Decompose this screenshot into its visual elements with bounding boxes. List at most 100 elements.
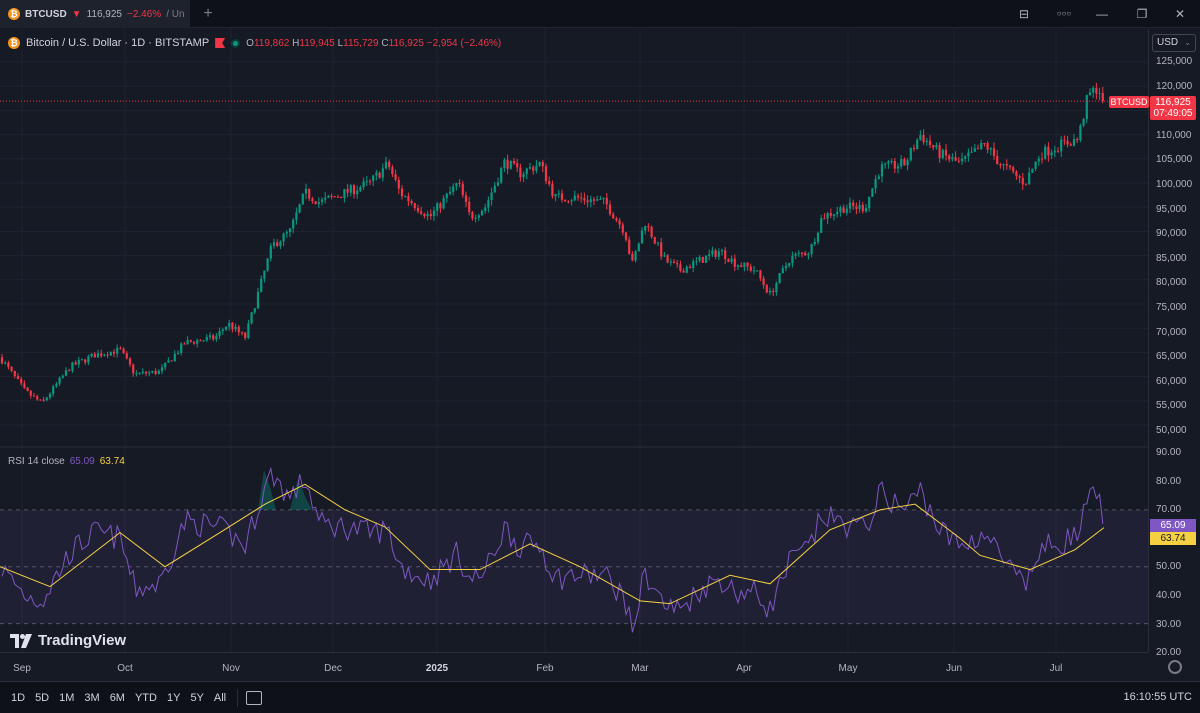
rsi-ma-value: 63.74 [99,456,125,467]
candle-body [1047,146,1050,156]
candle-body [468,201,471,213]
candle-body [516,163,519,168]
tradingview-logo[interactable]: TradingView [10,632,126,649]
candle-body [48,393,52,398]
candle-body [832,214,836,216]
candle-body [0,357,4,364]
candle-body [669,261,672,263]
currency-select[interactable]: USD ⌄ [1152,34,1196,52]
candle-body [509,160,512,169]
candle-body [426,213,429,217]
maximize-button[interactable]: ❐ [1136,7,1148,21]
candle-body [1098,93,1101,95]
candle-body [602,197,605,199]
candle-body [538,162,541,166]
candle-body [343,189,346,199]
gear-icon[interactable] [1168,660,1182,674]
candle-body [752,270,756,272]
candle-body [180,343,183,353]
candle-body [333,196,336,198]
range-button[interactable]: YTD [134,691,157,704]
candle-body [356,190,359,195]
candle-body [554,194,557,197]
candle-body [1076,139,1079,141]
flag-icon[interactable] [215,38,226,48]
candle-body [868,196,871,209]
candle-body [32,395,36,397]
candle-body [964,156,967,159]
candle-body [1082,119,1085,126]
range-button[interactable]: 1M [59,691,75,704]
range-button[interactable]: 3M [84,691,100,704]
candle-body [666,255,669,263]
price-tick-label: 50,000 [1156,425,1187,436]
range-button[interactable]: 5Y [190,691,204,704]
candle-body [493,185,496,193]
candle-body [122,348,125,354]
candle-body [432,210,436,216]
candle-body [87,356,90,363]
price-axis[interactable] [1148,29,1200,652]
rsi-overbought-fill [258,470,276,510]
candle-body [698,257,701,261]
candle-body [112,351,116,354]
candle-body [375,172,378,176]
new-tab-button[interactable]: + [203,5,213,22]
candle-body [250,312,253,324]
layout-icon[interactable]: ⊟ [1018,7,1030,21]
range-button[interactable]: 1Y [166,691,181,704]
market-status-icon [231,38,241,48]
more-icon[interactable]: ○○○ [1056,9,1072,18]
rsi-legend[interactable]: RSI 14 close 65.09 63.74 [8,456,125,467]
candle-body [893,160,896,169]
candle-body [413,203,416,209]
time-axis[interactable]: Sep Oct Nov Dec 2025 Feb Mar Apr May Jun Jul [0,652,1148,680]
candle-body [304,188,308,194]
candle-body [144,371,148,374]
candle-body [461,183,464,196]
candle-body [1021,177,1024,185]
minimize-button[interactable]: — [1096,7,1108,21]
rsi-line [1,466,1104,633]
candle-body [164,362,167,368]
candle-body [724,250,727,260]
range-button[interactable]: 5D [35,691,50,704]
symbol-title[interactable]: Bitcoin / U.S. Dollar · 1D · BITSTAMP [26,37,210,49]
candle-body [320,199,324,202]
open-value: 119,862 [253,37,290,49]
candle-body [621,224,624,233]
candle-body [109,351,112,356]
range-button[interactable]: 1D [11,691,26,704]
candle-body [685,266,688,273]
candle-body [506,159,509,169]
candle-body [205,337,208,341]
candle-body [916,139,919,149]
close-button[interactable]: ✕ [1174,7,1186,21]
time-tick-label: Jun [945,663,963,674]
candle-body [20,378,23,384]
candle-body [535,165,538,171]
candle-body [880,164,884,177]
candle-body [407,196,410,202]
chart-tab[interactable]: ₿ BTCUSD ▼ 116,925 −2.46% / Un [0,0,190,28]
price-tick-label: 60,000 [1156,375,1187,387]
candle-body [970,151,973,153]
range-button[interactable]: All [213,691,227,704]
price-tick-label: 105,000 [1156,154,1193,166]
candle-body [372,175,375,181]
chart-canvas[interactable] [0,29,1148,652]
candle-body [858,204,861,210]
candle-body [154,370,157,375]
candle-body [983,143,986,145]
candle-body [1072,139,1076,146]
candle-body [576,195,580,198]
candle-body [416,208,420,212]
candle-body [266,258,269,271]
candle-body [996,155,999,164]
candle-body [688,266,692,269]
clock[interactable]: 16:10:55 UTC [1123,691,1192,703]
candle-body [999,163,1002,166]
calendar-icon[interactable] [246,690,263,705]
candle-body [474,217,477,219]
range-button[interactable]: 6M [109,691,125,704]
